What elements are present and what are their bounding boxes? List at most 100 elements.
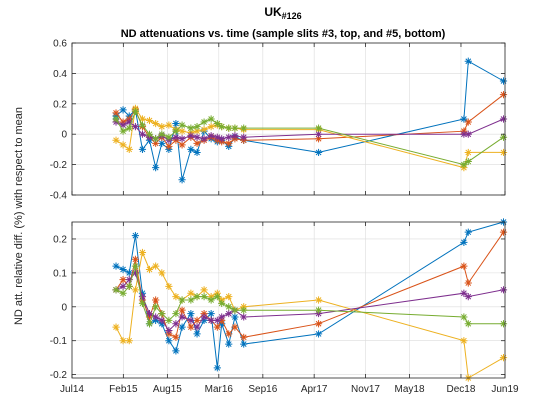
bottom-series-5-point — [213, 293, 221, 301]
bottom-series-1-point — [112, 262, 120, 270]
bottom-series-4-point — [165, 326, 173, 335]
bottom-y-tick-label: 0.1 — [53, 268, 67, 279]
top-series-5-point — [178, 121, 186, 129]
bottom-series-5-point — [152, 303, 160, 311]
bottom-series-4-point — [187, 316, 195, 324]
top-series-2-point — [225, 139, 233, 147]
chart-title-main: UK — [264, 5, 282, 19]
bottom-series-3-point — [152, 262, 160, 270]
top-series-5-point — [314, 124, 323, 132]
top-series-3-point — [165, 121, 173, 129]
bottom-series-5-point — [464, 320, 472, 328]
bottom-y-tick-label: -0.1 — [50, 336, 68, 347]
top-series-4-point — [225, 133, 233, 141]
bottom-series-4-point — [172, 320, 180, 328]
bottom-series-5-point — [314, 306, 323, 314]
bottom-series-3-point — [187, 289, 195, 297]
bottom-series-2-point — [119, 276, 127, 284]
top-series-2-point — [165, 142, 173, 150]
bottom-y-tick-label: 0.2 — [53, 234, 67, 245]
bottom-series-1-point — [314, 330, 323, 338]
top-series-5-point — [158, 130, 166, 138]
top-series-4-point — [231, 132, 239, 140]
bottom-series-3-point — [145, 265, 154, 274]
top-axes-box — [71, 42, 506, 196]
top-series-1-point — [460, 115, 468, 123]
bottom-series-5-point — [460, 313, 468, 321]
top-series-1-point — [158, 139, 166, 147]
top-series-5-point — [112, 115, 120, 123]
bottom-series-5-point — [193, 293, 201, 301]
bottom-series-5-point — [145, 320, 154, 328]
bottom-series-1-point — [225, 340, 233, 348]
bottom-series-5-point — [158, 309, 166, 318]
top-series-3-point — [119, 141, 127, 149]
top-series-2-point — [314, 135, 323, 143]
bottom-series-1-point — [165, 337, 173, 345]
top-series-5-point — [172, 127, 180, 135]
x-tick-label: Jul14 — [60, 384, 84, 395]
bottom-series-5-point — [187, 296, 195, 304]
top-series-5-point — [213, 119, 221, 128]
bottom-series-5-point — [131, 262, 140, 270]
bottom-series-4-point — [193, 323, 201, 331]
bottom-series-1-point — [178, 323, 186, 331]
bottom-series-5-point — [218, 299, 226, 307]
top-series-2-point — [193, 139, 201, 147]
top-series-4-point — [187, 132, 195, 140]
bottom-series-1-point — [213, 364, 221, 372]
bottom-series-3-point — [499, 354, 508, 362]
top-y-tick-label: 0.2 — [53, 99, 67, 110]
top-series-3-point — [200, 126, 208, 134]
top-y-tick-label: 0.4 — [53, 69, 67, 80]
bottom-series-3-line — [115, 250, 504, 379]
bottom-series-3-point — [119, 337, 127, 345]
bottom-series-4-point — [138, 293, 147, 301]
bottom-series-2-point — [152, 296, 160, 304]
bottom-series-4-point — [158, 316, 166, 324]
top-series-4-point — [464, 130, 472, 138]
bottom-y-tick-label: 0 — [61, 302, 67, 313]
bottom-series-1-point — [131, 231, 140, 240]
bottom-axes-box — [71, 221, 506, 379]
top-series-5-point — [119, 127, 127, 135]
x-tick-label: Aug15 — [153, 384, 182, 395]
top-series-5-point — [499, 133, 508, 141]
bottom-series-2-point — [187, 323, 195, 331]
bottom-series-5-point — [172, 309, 180, 318]
top-series-5-point — [225, 124, 233, 132]
top-series-4-point — [213, 133, 221, 141]
top-series-5-line — [115, 110, 504, 166]
x-tick-label: Sep16 — [248, 384, 277, 395]
top-series-5-point — [125, 124, 133, 132]
top-series-1-point — [187, 145, 195, 153]
bottom-series-4-point — [125, 276, 133, 284]
bottom-series-4-point — [213, 316, 221, 324]
top-series-3-point — [193, 127, 201, 135]
top-series-4-point — [218, 135, 226, 143]
bottom-series-2-point — [178, 306, 186, 314]
bottom-series-4-point — [240, 313, 248, 321]
top-series-3-point — [145, 116, 154, 125]
bottom-series-3-point — [225, 293, 233, 301]
top-series-5-point — [193, 123, 201, 131]
bottom-series-4-point — [499, 286, 508, 294]
top-series-2-point — [178, 141, 186, 149]
top-series-4-point — [125, 118, 133, 126]
top-series-4-point — [178, 135, 186, 143]
bottom-series-3-point — [112, 323, 120, 331]
top-y-tick-label: 0.6 — [53, 39, 67, 50]
top-series-3-point — [464, 148, 472, 157]
bottom-series-2-point — [193, 316, 201, 324]
top-series-5-point — [231, 124, 239, 132]
top-series-1-point — [193, 148, 201, 157]
top-series-1-point — [152, 164, 160, 172]
bottom-y-tick-label: -0.2 — [50, 370, 68, 381]
top-series-5-point — [131, 107, 140, 115]
bottom-series-5-point — [200, 293, 208, 301]
top-series-5-point — [200, 118, 208, 126]
top-y-tick-label: -0.2 — [50, 160, 68, 171]
top-series-1-point — [464, 57, 472, 65]
bottom-series-4-point — [207, 316, 215, 324]
